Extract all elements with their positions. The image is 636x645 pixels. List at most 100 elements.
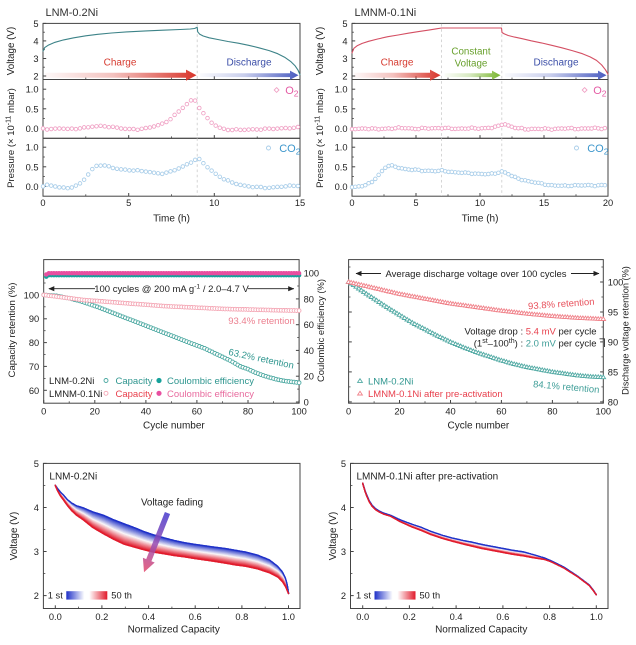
- svg-text:0.8: 0.8: [235, 612, 248, 622]
- svg-text:3: 3: [34, 547, 39, 557]
- svg-text:0: 0: [346, 407, 351, 417]
- svg-text:Discharge voltage retention (%: Discharge voltage retention (%): [621, 266, 631, 395]
- svg-text:80: 80: [608, 397, 618, 407]
- svg-text:LMNM-0.1Ni: LMNM-0.1Ni: [49, 389, 102, 400]
- svg-text:2: 2: [342, 72, 347, 82]
- svg-text:85: 85: [608, 367, 618, 377]
- svg-text:Voltage fading: Voltage fading: [141, 498, 203, 509]
- svg-text:1.0: 1.0: [282, 612, 295, 622]
- svg-text:10: 10: [209, 198, 219, 208]
- svg-text:3: 3: [341, 547, 346, 557]
- svg-text:60: 60: [496, 407, 506, 417]
- svg-text:15: 15: [539, 198, 549, 208]
- svg-text:Capacity: Capacity: [116, 376, 153, 387]
- svg-text:LMNM-0.1Ni: LMNM-0.1Ni: [355, 7, 417, 19]
- svg-text:Normalized Capacity: Normalized Capacity: [435, 624, 527, 635]
- svg-text:1.0: 1.0: [335, 85, 348, 95]
- svg-text:10: 10: [475, 198, 485, 208]
- svg-text:3: 3: [33, 54, 38, 64]
- svg-text:0.0: 0.0: [356, 612, 369, 622]
- svg-text:LNM-0.2Ni: LNM-0.2Ni: [368, 377, 413, 388]
- svg-text:4: 4: [33, 36, 38, 46]
- svg-text:1.0: 1.0: [26, 143, 39, 153]
- svg-text:LMNM-0.1Ni after pre-activatio: LMNM-0.1Ni after pre-activation: [357, 472, 499, 483]
- svg-text:5: 5: [413, 198, 418, 208]
- svg-text:CO2: CO2: [279, 143, 301, 156]
- svg-text:4: 4: [342, 36, 347, 46]
- svg-text:Charge: Charge: [381, 58, 414, 69]
- svg-text:90: 90: [29, 314, 39, 324]
- svg-text:80: 80: [243, 407, 253, 417]
- svg-text:Capacity retention (%): Capacity retention (%): [7, 283, 18, 378]
- svg-text:0.0: 0.0: [26, 124, 39, 134]
- svg-text:Pressure (× 10-11 mbar): Pressure (× 10-11 mbar): [315, 88, 327, 188]
- svg-text:Voltage (V): Voltage (V): [6, 27, 17, 75]
- svg-text:0.5: 0.5: [26, 162, 39, 172]
- svg-text:50 th: 50 th: [420, 591, 441, 601]
- svg-text:20: 20: [603, 198, 613, 208]
- svg-text:Cycle number: Cycle number: [143, 421, 205, 432]
- svg-text:0.8: 0.8: [543, 612, 556, 622]
- svg-text:Time (h): Time (h): [153, 214, 190, 225]
- svg-text:3: 3: [342, 54, 347, 64]
- svg-text:Normalized Capacity: Normalized Capacity: [128, 624, 220, 635]
- svg-text:93.4% retention: 93.4% retention: [228, 316, 295, 327]
- svg-text:5: 5: [126, 198, 131, 208]
- svg-text:70: 70: [29, 362, 39, 372]
- svg-text:0.5: 0.5: [335, 162, 348, 172]
- svg-text:1 st: 1 st: [356, 591, 371, 601]
- svg-text:0.5: 0.5: [26, 104, 39, 114]
- svg-text:0.2: 0.2: [403, 612, 416, 622]
- svg-text:40: 40: [445, 407, 455, 417]
- svg-text:95: 95: [608, 308, 618, 318]
- svg-text:Discharge: Discharge: [226, 58, 271, 69]
- svg-text:Coulombic efficiency: Coulombic efficiency: [167, 376, 254, 387]
- svg-text:40: 40: [304, 346, 314, 356]
- svg-text:Pressure (× 10-11 mbar): Pressure (× 10-11 mbar): [6, 88, 18, 188]
- svg-text:0: 0: [40, 198, 45, 208]
- svg-text:LNM-0.2Ni: LNM-0.2Ni: [46, 7, 99, 19]
- svg-text:2: 2: [34, 591, 39, 601]
- svg-text:0.0: 0.0: [49, 612, 62, 622]
- svg-text:(1st–100th) : 2.0 mV per cycl: (1st–100th) : 2.0 mV per cycle: [474, 338, 597, 350]
- svg-text:50 th: 50 th: [111, 591, 132, 601]
- svg-text:93.8% retention: 93.8% retention: [528, 297, 595, 313]
- svg-text:0: 0: [349, 198, 354, 208]
- svg-text:80: 80: [304, 294, 314, 304]
- svg-text:1.0: 1.0: [590, 612, 603, 622]
- svg-text:Charge: Charge: [104, 58, 137, 69]
- svg-text:1 st: 1 st: [48, 591, 63, 601]
- svg-text:LNM-0.2Ni: LNM-0.2Ni: [49, 472, 97, 483]
- svg-text:4: 4: [341, 503, 346, 513]
- svg-text:100: 100: [608, 278, 624, 288]
- svg-text:0.6: 0.6: [189, 612, 202, 622]
- svg-text:Average discharge voltage over: Average discharge voltage over 100 cycle…: [386, 269, 567, 280]
- svg-text:O2: O2: [285, 85, 299, 98]
- svg-text:Coulombic efficiency (%): Coulombic efficiency (%): [315, 279, 326, 382]
- svg-text:100: 100: [596, 407, 612, 417]
- svg-text:Discharge: Discharge: [533, 58, 578, 69]
- svg-text:0.0: 0.0: [335, 182, 348, 192]
- svg-text:20: 20: [304, 372, 314, 382]
- svg-text:Voltage drop : 5.4 mV per cycl: Voltage drop : 5.4 mV per cycle: [464, 327, 596, 338]
- svg-text:5: 5: [342, 19, 347, 29]
- svg-text:40: 40: [141, 407, 151, 417]
- svg-text:LMNM-0.1Ni after pre-activatio: LMNM-0.1Ni after pre-activation: [368, 389, 503, 400]
- svg-text:4: 4: [34, 503, 39, 513]
- svg-text:0.5: 0.5: [335, 104, 348, 114]
- svg-text:Time (h): Time (h): [462, 214, 499, 225]
- svg-text:60: 60: [304, 320, 314, 330]
- svg-text:0.4: 0.4: [450, 612, 463, 622]
- svg-text:0.0: 0.0: [335, 124, 348, 134]
- svg-text:0: 0: [304, 398, 309, 408]
- svg-text:0: 0: [41, 407, 46, 417]
- svg-text:100: 100: [24, 290, 40, 300]
- svg-text:2: 2: [341, 591, 346, 601]
- svg-text:Cycle number: Cycle number: [448, 421, 510, 432]
- svg-text:Voltage: Voltage: [455, 59, 488, 70]
- svg-text:5: 5: [33, 19, 38, 29]
- svg-text:0.0: 0.0: [26, 182, 39, 192]
- svg-text:0.4: 0.4: [142, 612, 155, 622]
- svg-text:0.2: 0.2: [95, 612, 108, 622]
- svg-text:Capacity: Capacity: [116, 389, 153, 400]
